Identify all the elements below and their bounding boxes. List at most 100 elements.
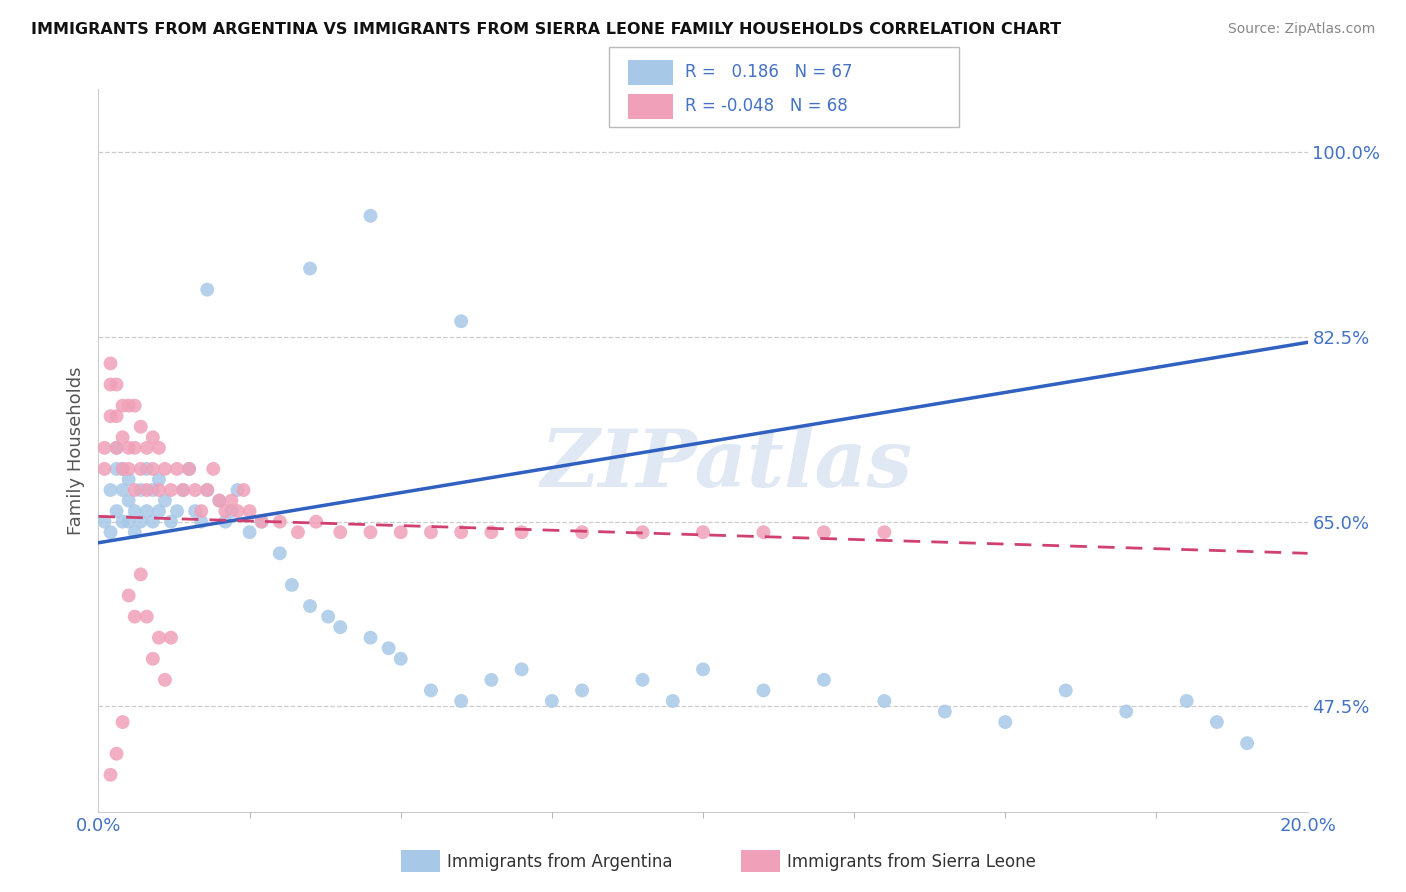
Point — [118, 589, 141, 603]
Point — [135, 441, 157, 455]
Point — [124, 441, 146, 455]
Point — [221, 493, 243, 508]
Point — [148, 631, 170, 645]
Point — [281, 578, 304, 592]
Point — [100, 356, 122, 370]
Point — [481, 673, 503, 687]
Point — [118, 473, 141, 487]
Text: IMMIGRANTS FROM ARGENTINA VS IMMIGRANTS FROM SIERRA LEONE FAMILY HOUSEHOLDS CORR: IMMIGRANTS FROM ARGENTINA VS IMMIGRANTS … — [31, 22, 1062, 37]
Point — [100, 525, 122, 540]
Point — [208, 493, 231, 508]
Point — [135, 483, 157, 497]
Point — [752, 683, 775, 698]
Point — [124, 504, 146, 518]
Point — [118, 515, 141, 529]
Point — [111, 462, 134, 476]
Point — [752, 525, 775, 540]
Point — [105, 441, 128, 455]
Point — [1115, 705, 1137, 719]
Point — [510, 525, 533, 540]
Point — [481, 525, 503, 540]
Point — [142, 483, 165, 497]
Point — [571, 525, 593, 540]
Point — [195, 283, 218, 297]
Point — [124, 483, 146, 497]
Point — [184, 483, 207, 497]
Point — [316, 609, 339, 624]
Point — [111, 430, 134, 444]
Point — [184, 504, 207, 518]
Point — [118, 441, 141, 455]
Point — [692, 662, 714, 676]
Point — [93, 515, 115, 529]
Point — [269, 546, 291, 560]
Text: Source: ZipAtlas.com: Source: ZipAtlas.com — [1227, 22, 1375, 37]
Point — [105, 409, 128, 424]
Point — [148, 441, 170, 455]
Point — [1236, 736, 1258, 750]
Point — [329, 525, 352, 540]
Point — [360, 631, 382, 645]
Point — [360, 209, 382, 223]
Point — [221, 504, 243, 518]
Point — [226, 483, 249, 497]
Point — [450, 694, 472, 708]
Text: Immigrants from Sierra Leone: Immigrants from Sierra Leone — [787, 853, 1036, 871]
Point — [172, 483, 194, 497]
Point — [540, 694, 562, 708]
Point — [239, 504, 262, 518]
Point — [124, 525, 146, 540]
Point — [100, 768, 122, 782]
Text: R = -0.048   N = 68: R = -0.048 N = 68 — [685, 97, 848, 115]
Point — [250, 515, 273, 529]
Point — [142, 430, 165, 444]
Point — [190, 504, 212, 518]
Point — [111, 462, 134, 476]
Point — [148, 483, 170, 497]
Point — [873, 525, 896, 540]
Point — [305, 515, 328, 529]
Point — [118, 462, 141, 476]
Point — [118, 399, 141, 413]
Point — [105, 377, 128, 392]
Point — [142, 515, 165, 529]
Point — [813, 673, 835, 687]
Point — [118, 493, 141, 508]
Point — [360, 525, 382, 540]
Point — [377, 641, 399, 656]
Point — [153, 673, 176, 687]
Point — [179, 462, 201, 476]
Point — [389, 525, 412, 540]
Point — [179, 462, 201, 476]
Point — [994, 714, 1017, 729]
Point — [329, 620, 352, 634]
Point — [226, 504, 249, 518]
Point — [129, 419, 152, 434]
Point — [93, 462, 115, 476]
Point — [1175, 694, 1198, 708]
Point — [631, 525, 654, 540]
Point — [166, 504, 188, 518]
Point — [111, 515, 134, 529]
Point — [172, 483, 194, 497]
Point — [105, 747, 128, 761]
Text: R =   0.186   N = 67: R = 0.186 N = 67 — [685, 63, 852, 81]
Point — [450, 314, 472, 328]
Point — [100, 409, 122, 424]
Y-axis label: Family Households: Family Households — [66, 367, 84, 534]
Point — [269, 515, 291, 529]
Point — [93, 441, 115, 455]
Point — [299, 261, 322, 276]
Point — [105, 441, 128, 455]
Point — [692, 525, 714, 540]
Point — [142, 462, 165, 476]
Point — [148, 504, 170, 518]
Point — [232, 483, 254, 497]
Point — [299, 599, 322, 613]
Point — [250, 515, 273, 529]
Point — [166, 462, 188, 476]
Point — [111, 714, 134, 729]
Point — [813, 525, 835, 540]
Point — [129, 515, 152, 529]
Point — [135, 609, 157, 624]
